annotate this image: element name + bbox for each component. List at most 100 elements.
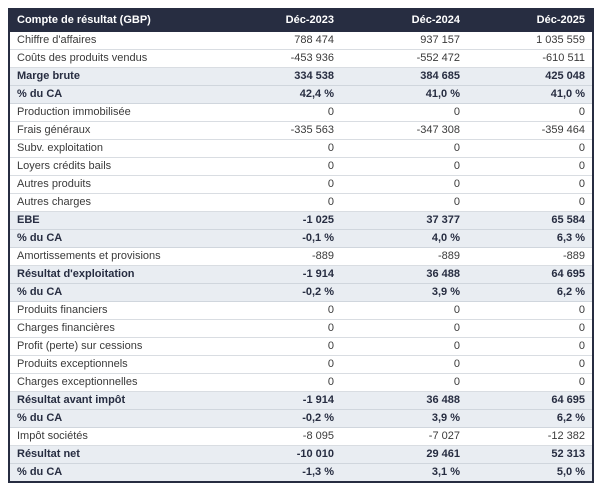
row-value-cell: 334 538 — [215, 67, 341, 86]
row-value-cell: 0 — [467, 373, 593, 392]
income-statement-table: Compte de résultat (GBP) Déc-2023 Déc-20… — [8, 8, 594, 483]
row-value-cell: 0 — [215, 301, 341, 320]
row-label-cell: % du CA — [9, 409, 215, 428]
row-value-cell: 0 — [341, 175, 467, 194]
header-year-cell-2024: Déc-2024 — [341, 9, 467, 32]
table-row: Profit (perte) sur cessions 0 0 0 — [9, 337, 593, 356]
row-value-cell: 0 — [341, 301, 467, 320]
header-year-cell-2025: Déc-2025 — [467, 9, 593, 32]
row-label-cell: Frais généraux — [9, 121, 215, 140]
row-value-cell: 0 — [467, 319, 593, 338]
row-value-cell: 0 — [215, 139, 341, 158]
table-row: Impôt sociétés -8 095 -7 027 -12 382 — [9, 427, 593, 446]
row-value-cell: 0 — [341, 139, 467, 158]
row-value-cell: 36 488 — [341, 391, 467, 410]
table-row: Autres charges 0 0 0 — [9, 193, 593, 212]
table-body: Chiffre d'affaires 788 474 937 157 1 035 55… — [9, 32, 593, 482]
row-value-cell: 6,2 % — [467, 409, 593, 428]
table-row: Résultat avant impôt -1 914 36 488 64 695 — [9, 391, 593, 410]
row-value-cell: -347 308 — [341, 121, 467, 140]
row-value-cell: -0,1 % — [215, 229, 341, 248]
row-value-cell: -0,2 % — [215, 409, 341, 428]
row-value-cell: 3,9 % — [341, 283, 467, 302]
table-row: Résultat d'exploitation -1 914 36 488 64 69… — [9, 265, 593, 284]
table-row: % du CA -0,1 % 4,0 % 6,3 % — [9, 229, 593, 248]
row-label-cell: Produits financiers — [9, 301, 215, 320]
row-value-cell: -889 — [341, 247, 467, 266]
table-row: Amortissements et provisions -889 -889 -889 — [9, 247, 593, 266]
row-label-cell: % du CA — [9, 85, 215, 104]
row-value-cell: 3,9 % — [341, 409, 467, 428]
row-value-cell: -359 464 — [467, 121, 593, 140]
row-value-cell: 0 — [341, 103, 467, 122]
row-label-cell: Impôt sociétés — [9, 427, 215, 446]
table-row: Autres produits 0 0 0 — [9, 175, 593, 194]
row-value-cell: 0 — [467, 157, 593, 176]
row-value-cell: -7 027 — [341, 427, 467, 446]
row-value-cell: -889 — [467, 247, 593, 266]
row-value-cell: -453 936 — [215, 49, 341, 68]
row-value-cell: 0 — [467, 139, 593, 158]
row-value-cell: 0 — [467, 103, 593, 122]
row-label-cell: Amortissements et provisions — [9, 247, 215, 266]
row-value-cell: -889 — [215, 247, 341, 266]
row-label-cell: Marge brute — [9, 67, 215, 86]
row-value-cell: 0 — [341, 355, 467, 374]
row-value-cell: 0 — [467, 193, 593, 212]
row-value-cell: -610 511 — [467, 49, 593, 68]
table-row: Loyers crédits bails 0 0 0 — [9, 157, 593, 176]
table-row: Marge brute 334 538 384 685 425 048 — [9, 67, 593, 86]
row-value-cell: 64 695 — [467, 391, 593, 410]
table-header: Compte de résultat (GBP) Déc-2023 Déc-20… — [9, 9, 593, 32]
row-label-cell: Charges exceptionnelles — [9, 373, 215, 392]
row-value-cell: 5,0 % — [467, 463, 593, 482]
table-row: Production immobilisée 0 0 0 — [9, 103, 593, 122]
header-title-cell: Compte de résultat (GBP) — [9, 9, 215, 32]
table-row: % du CA -1,3 % 3,1 % 5,0 % — [9, 463, 593, 482]
table-row: % du CA -0,2 % 3,9 % 6,2 % — [9, 283, 593, 302]
row-label-cell: % du CA — [9, 463, 215, 482]
table-row: Produits financiers 0 0 0 — [9, 301, 593, 320]
row-label-cell: Autres charges — [9, 193, 215, 212]
row-value-cell: 37 377 — [341, 211, 467, 230]
table-row: Frais généraux -335 563 -347 308 -359 464 — [9, 121, 593, 140]
row-label-cell: Résultat d'exploitation — [9, 265, 215, 284]
row-value-cell: 4,0 % — [341, 229, 467, 248]
row-label-cell: Loyers crédits bails — [9, 157, 215, 176]
row-value-cell: 29 461 — [341, 445, 467, 464]
row-value-cell: -1 914 — [215, 391, 341, 410]
row-value-cell: 41,0 % — [467, 85, 593, 104]
table-row: Produits exceptionnels 0 0 0 — [9, 355, 593, 374]
row-label-cell: Charges financières — [9, 319, 215, 338]
table-header-row: Compte de résultat (GBP) Déc-2023 Déc-20… — [9, 9, 593, 32]
table-row: Charges exceptionnelles 0 0 0 — [9, 373, 593, 392]
row-value-cell: 384 685 — [341, 67, 467, 86]
row-value-cell: -335 563 — [215, 121, 341, 140]
row-value-cell: 6,3 % — [467, 229, 593, 248]
table-row: EBE -1 025 37 377 65 584 — [9, 211, 593, 230]
row-value-cell: 0 — [215, 337, 341, 356]
row-label-cell: Autres produits — [9, 175, 215, 194]
row-label-cell: Subv. exploitation — [9, 139, 215, 158]
row-value-cell: 788 474 — [215, 32, 341, 50]
row-value-cell: 52 313 — [467, 445, 593, 464]
row-value-cell: 41,0 % — [341, 85, 467, 104]
table-row: Coûts des produits vendus -453 936 -552 47… — [9, 49, 593, 68]
row-value-cell: -1 914 — [215, 265, 341, 284]
row-value-cell: 0 — [215, 355, 341, 374]
row-value-cell: 0 — [341, 193, 467, 212]
row-value-cell: 1 035 559 — [467, 32, 593, 50]
row-label-cell: Résultat avant impôt — [9, 391, 215, 410]
table-row: Charges financières 0 0 0 — [9, 319, 593, 338]
row-value-cell: 0 — [341, 373, 467, 392]
row-value-cell: -8 095 — [215, 427, 341, 446]
table-row: % du CA -0,2 % 3,9 % 6,2 % — [9, 409, 593, 428]
row-value-cell: -1 025 — [215, 211, 341, 230]
row-label-cell: % du CA — [9, 229, 215, 248]
row-value-cell: 0 — [215, 193, 341, 212]
row-value-cell: 0 — [467, 355, 593, 374]
row-value-cell: 0 — [341, 157, 467, 176]
row-value-cell: 0 — [467, 175, 593, 194]
row-value-cell: -12 382 — [467, 427, 593, 446]
row-value-cell: -0,2 % — [215, 283, 341, 302]
